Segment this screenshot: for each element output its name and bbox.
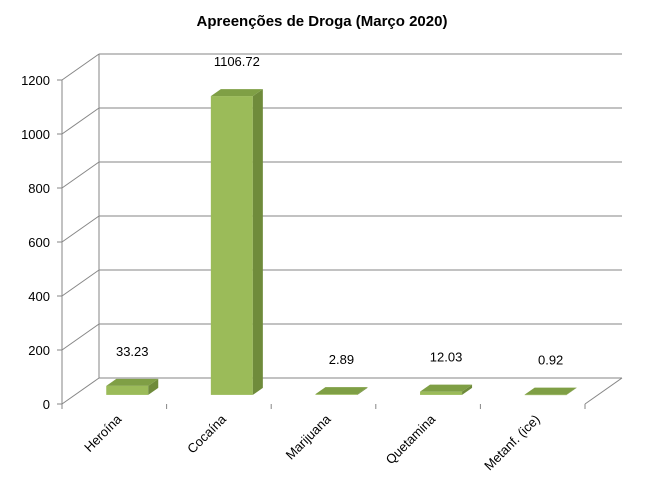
gridline-diagonal	[61, 269, 100, 297]
bar-side	[462, 384, 473, 395]
bar-side	[148, 378, 159, 395]
bars	[106, 89, 577, 396]
bar	[210, 89, 263, 395]
data-label: 12.03	[430, 350, 463, 365]
gridline-diagonal	[61, 53, 100, 81]
bar-side	[566, 387, 577, 395]
x-axis-labels: Heroína Cocaína Marijuana Quetamina Metanf. …	[81, 411, 543, 473]
y-tick-label: 800	[28, 181, 50, 196]
bar-front	[106, 385, 149, 395]
gridlines	[61, 53, 622, 351]
x-tick-label: Marijuana	[283, 411, 335, 463]
y-tick-label: 1000	[21, 127, 50, 142]
bar	[524, 387, 577, 396]
y-tick-label: 0	[43, 397, 50, 412]
y-tick-label: 400	[28, 289, 50, 304]
y-tick-label: 200	[28, 343, 50, 358]
gridline-diagonal	[61, 215, 100, 243]
bar	[315, 387, 368, 395]
bar-front	[315, 394, 358, 395]
data-label: 0.92	[538, 353, 563, 368]
bar-side	[252, 89, 263, 395]
bar	[106, 378, 159, 395]
bar-side	[357, 387, 368, 395]
data-label: 33.23	[116, 344, 149, 359]
floor-right-edge	[584, 377, 623, 405]
y-tick-label: 600	[28, 235, 50, 250]
y-axis-ticks: 0 200 400 600 800 1000 1200	[21, 73, 586, 412]
bar	[420, 384, 473, 395]
gridline-diagonal	[61, 323, 100, 351]
x-tick-label: Cocaína	[184, 411, 229, 456]
bar-top	[420, 384, 473, 392]
x-tick-label: Quetamina	[383, 411, 439, 467]
chart-title: Apreenções de Droga (Março 2020)	[197, 13, 448, 30]
gridline-diagonal	[61, 161, 100, 189]
x-tick-label: Heroína	[81, 411, 125, 455]
bar-top	[315, 387, 368, 395]
data-label: 1106.72	[214, 54, 260, 69]
bar-top	[106, 378, 159, 386]
y-tick-label: 1200	[21, 73, 50, 88]
bar-top	[524, 387, 577, 395]
bar-front	[210, 96, 253, 395]
floor-left-edge	[61, 377, 100, 405]
data-label: 2.89	[329, 352, 354, 367]
bar-front	[524, 394, 567, 396]
gridline-diagonal	[61, 107, 100, 135]
x-tick-label: Metanf. (ice)	[481, 412, 543, 474]
bar-top	[210, 89, 263, 97]
data-labels: 33.23 1106.72 2.89 12.03 0.92	[116, 54, 563, 368]
bar-front	[420, 391, 463, 395]
